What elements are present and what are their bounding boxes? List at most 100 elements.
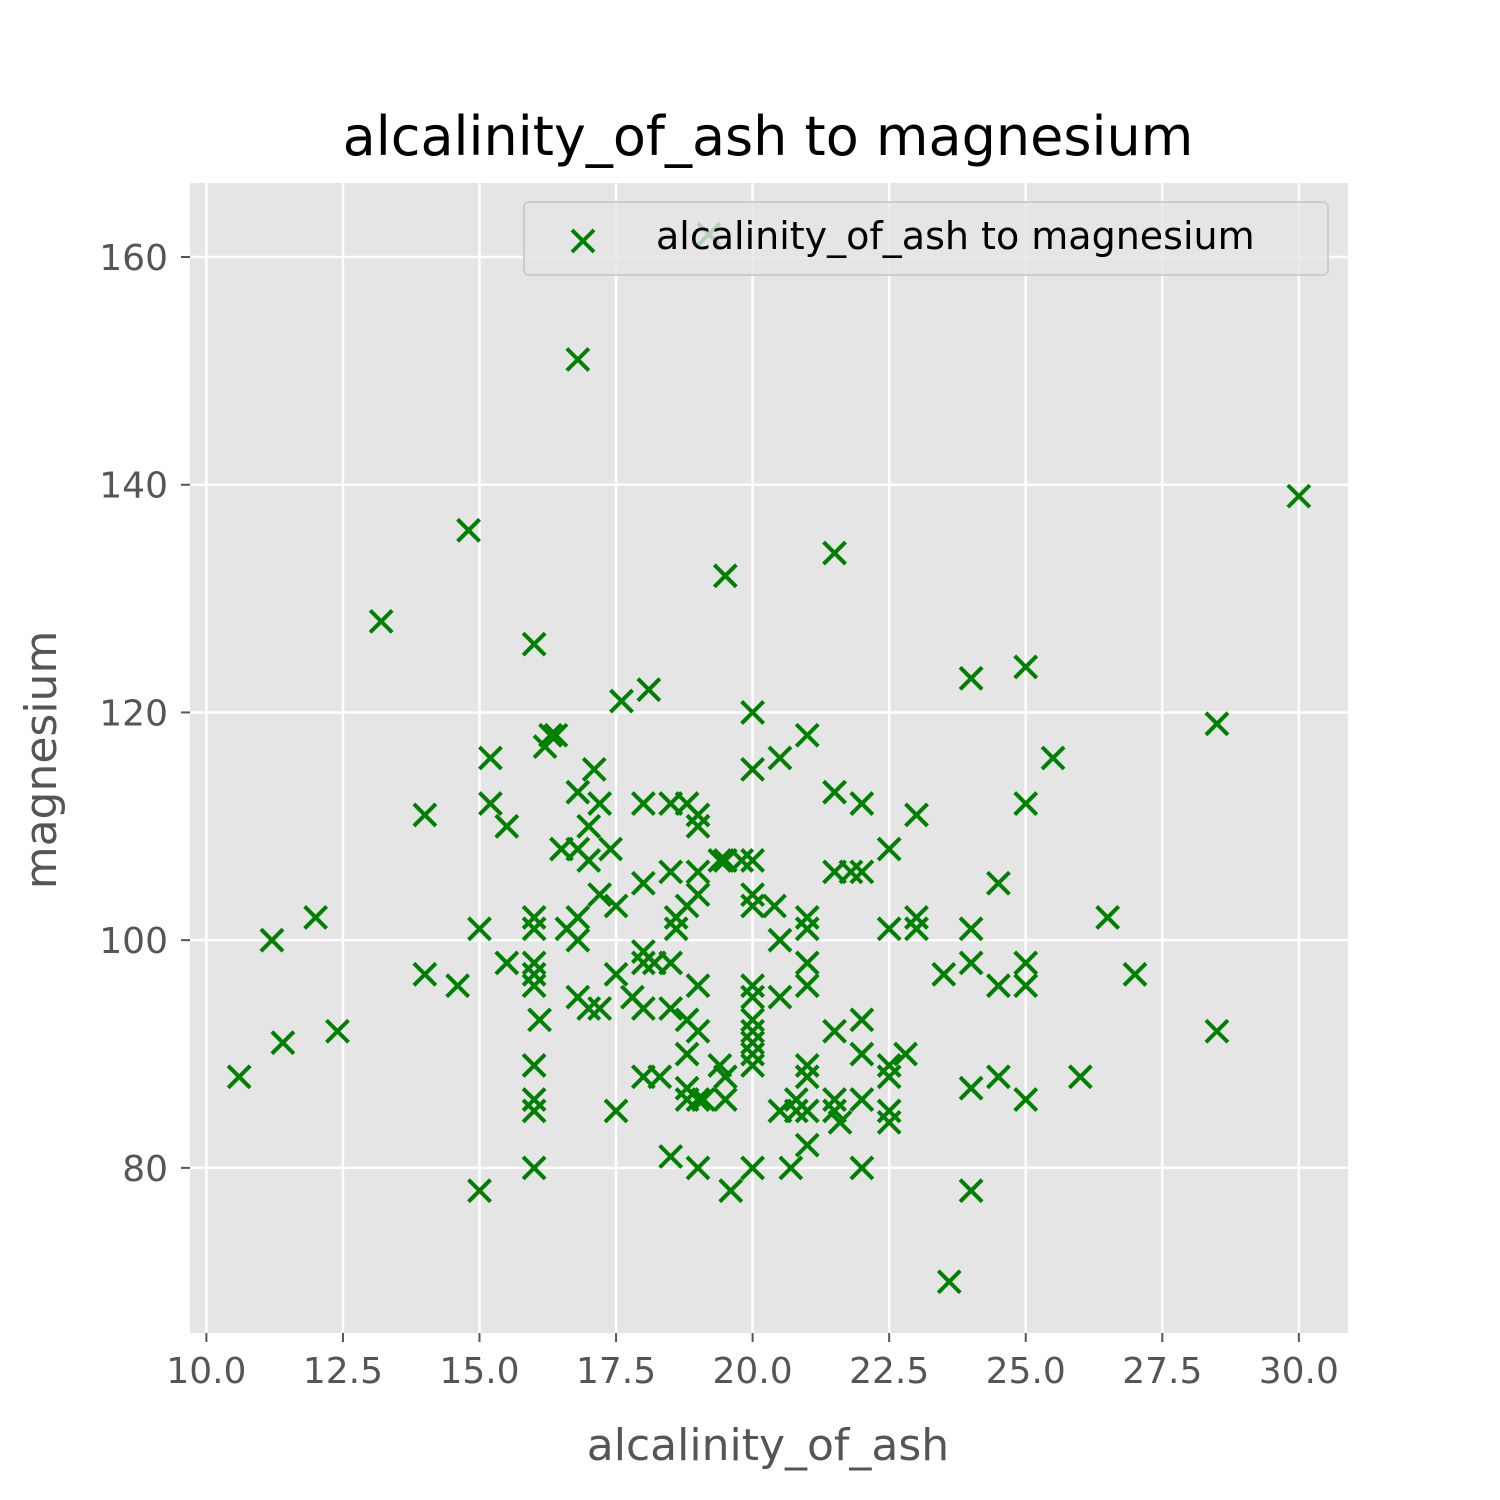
data-point bbox=[876, 1064, 902, 1090]
data-point bbox=[767, 745, 793, 771]
data-point bbox=[658, 859, 684, 885]
data-point bbox=[521, 916, 547, 942]
y-tick-label: 80 bbox=[122, 1149, 168, 1190]
data-point bbox=[740, 984, 766, 1010]
legend-box bbox=[523, 201, 1329, 276]
data-point bbox=[849, 791, 875, 816]
data-point bbox=[876, 1053, 902, 1078]
data-point bbox=[658, 950, 684, 976]
data-point bbox=[740, 1007, 766, 1033]
data-point bbox=[904, 916, 929, 942]
data-point bbox=[521, 1098, 547, 1124]
data-point bbox=[521, 950, 547, 976]
data-point bbox=[630, 791, 656, 816]
data-point bbox=[478, 791, 503, 816]
data-point bbox=[794, 973, 820, 999]
data-point bbox=[762, 893, 787, 919]
data-point bbox=[794, 916, 820, 942]
data-point bbox=[827, 1109, 853, 1135]
data-point bbox=[838, 859, 864, 885]
data-point bbox=[521, 1155, 547, 1181]
data-point bbox=[707, 848, 733, 873]
data-point bbox=[794, 904, 820, 930]
data-point bbox=[521, 904, 547, 930]
x-tick-label: 10.0 bbox=[166, 1351, 246, 1392]
data-point bbox=[494, 813, 520, 839]
data-point bbox=[794, 1064, 820, 1090]
data-point bbox=[778, 1155, 804, 1181]
plot-background bbox=[190, 183, 1348, 1333]
data-point bbox=[685, 802, 711, 828]
data-point bbox=[685, 859, 711, 885]
y-tick-label: 120 bbox=[99, 693, 168, 734]
data-point bbox=[412, 802, 438, 828]
data-point bbox=[412, 961, 438, 987]
data-point bbox=[663, 916, 689, 942]
data-point bbox=[259, 927, 285, 953]
data-point bbox=[494, 950, 520, 976]
data-point bbox=[1040, 745, 1066, 771]
legend-label: alcalinity_of_ash to magnesium bbox=[656, 214, 1255, 258]
data-point bbox=[270, 1030, 296, 1056]
data-point bbox=[712, 563, 738, 589]
data-point bbox=[1013, 950, 1039, 976]
data-point bbox=[794, 950, 820, 976]
data-point bbox=[521, 973, 547, 999]
x-axis-label: alcalinity_of_ash bbox=[587, 1420, 949, 1471]
x-tick-label: 30.0 bbox=[1259, 1351, 1339, 1392]
data-point bbox=[740, 1155, 766, 1181]
data-point bbox=[368, 608, 394, 634]
data-point bbox=[740, 973, 766, 999]
data-point bbox=[876, 836, 902, 862]
data-point bbox=[565, 779, 591, 805]
data-point bbox=[794, 722, 820, 748]
data-point bbox=[603, 893, 629, 919]
data-point bbox=[658, 996, 684, 1021]
data-point bbox=[1013, 654, 1039, 680]
data-point bbox=[576, 848, 602, 873]
y-tick-label: 140 bbox=[99, 466, 168, 507]
data-point bbox=[822, 540, 847, 566]
data-point bbox=[685, 1155, 711, 1181]
data-point bbox=[1204, 1018, 1230, 1044]
data-point bbox=[467, 916, 492, 942]
data-point bbox=[849, 859, 875, 885]
data-point bbox=[685, 882, 711, 908]
data-point bbox=[467, 1178, 492, 1204]
x-tick-label: 12.5 bbox=[303, 1351, 383, 1392]
data-point bbox=[587, 791, 613, 816]
data-point bbox=[538, 722, 563, 748]
data-point bbox=[718, 1178, 744, 1204]
axis-ticks: 10.0 12.5 15.0 17.5 20.0 22.5 25.0 27.5 30.0 80 10… bbox=[99, 238, 1339, 1392]
y-axis-label: magnesium bbox=[16, 631, 67, 890]
chart-title: alcalinity_of_ash to magnesium bbox=[343, 105, 1194, 168]
data-point bbox=[587, 996, 613, 1021]
data-point bbox=[630, 996, 656, 1021]
data-point bbox=[303, 904, 329, 930]
data-point bbox=[712, 1064, 738, 1090]
data-point bbox=[822, 1018, 847, 1044]
data-point bbox=[691, 1087, 716, 1112]
data-point bbox=[543, 722, 569, 748]
data-point bbox=[958, 1075, 984, 1101]
data-point bbox=[674, 1041, 700, 1067]
data-point bbox=[740, 882, 766, 908]
data-point bbox=[1013, 1087, 1039, 1112]
x-tick-label: 27.5 bbox=[1122, 1351, 1202, 1392]
data-point bbox=[521, 631, 547, 657]
data-point bbox=[740, 756, 766, 782]
data-point bbox=[931, 961, 957, 987]
data-point bbox=[521, 1087, 547, 1112]
data-point bbox=[658, 1144, 684, 1169]
data-point bbox=[1286, 483, 1312, 509]
y-tick-label: 160 bbox=[99, 238, 168, 279]
data-point bbox=[783, 1098, 809, 1124]
data-point bbox=[685, 1018, 711, 1044]
data-point bbox=[630, 950, 656, 976]
data-point bbox=[876, 1109, 902, 1135]
data-point bbox=[565, 904, 591, 930]
data-point bbox=[685, 973, 711, 999]
data-points bbox=[226, 221, 1312, 1295]
data-point bbox=[849, 1155, 875, 1181]
data-point bbox=[1122, 961, 1148, 987]
